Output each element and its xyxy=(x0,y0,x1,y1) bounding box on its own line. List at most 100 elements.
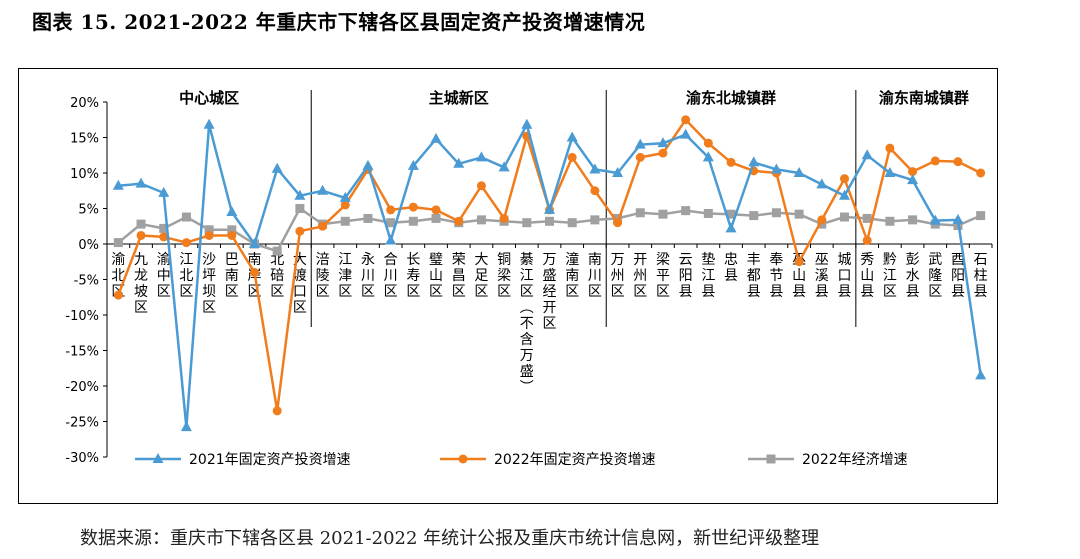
data-point xyxy=(295,226,305,236)
data-point xyxy=(318,221,328,231)
data-point xyxy=(929,214,941,225)
data-point xyxy=(749,211,759,221)
legend-label: 2021年固定资产投资增速 xyxy=(189,452,351,468)
y-tick-label: 20% xyxy=(70,96,99,111)
category-label: 巴南区 xyxy=(225,252,239,300)
data-point xyxy=(271,162,283,173)
data-point xyxy=(431,205,441,215)
category-label: 武隆区 xyxy=(928,252,942,300)
legend: 2021年固定资产投资增速 2022年固定资产投资增速 2022年经济增速 xyxy=(135,452,908,468)
data-point xyxy=(658,148,668,158)
category-label: 潼南区 xyxy=(565,251,579,300)
region-label: 渝东南城镇群 xyxy=(879,89,969,107)
category-label: 綦江区︵不含万盛︶ xyxy=(520,252,534,396)
category-label: 涪陵区 xyxy=(316,252,330,300)
data-point xyxy=(567,152,577,162)
data-point xyxy=(681,115,691,125)
category-label: 城口县 xyxy=(838,252,852,300)
category-label: 云阳县 xyxy=(679,252,693,300)
data-point xyxy=(430,132,442,143)
data-point xyxy=(635,208,645,218)
data-point xyxy=(453,157,465,168)
y-tick-label: 10% xyxy=(70,167,99,182)
data-point xyxy=(794,257,804,267)
data-point xyxy=(657,137,669,148)
data-point xyxy=(567,218,577,228)
data-point xyxy=(227,230,237,240)
y-tick-label: -30% xyxy=(65,451,99,466)
data-point xyxy=(840,212,849,222)
data-point xyxy=(136,230,146,240)
y-tick-label: 15% xyxy=(70,132,99,147)
category-label: 秀山县 xyxy=(860,252,874,300)
data-point xyxy=(250,267,259,277)
category-label: 忠县 xyxy=(724,252,738,284)
data-point xyxy=(249,238,260,248)
data-point xyxy=(634,138,646,149)
series-line xyxy=(117,207,982,253)
data-point xyxy=(976,168,986,178)
data-point xyxy=(317,184,329,195)
data-point xyxy=(458,454,468,464)
category-label: 大足区 xyxy=(474,252,488,300)
data-point xyxy=(703,138,713,148)
chart-frame xyxy=(18,68,998,504)
data-point xyxy=(180,421,192,432)
data-point xyxy=(204,225,214,235)
data-point xyxy=(135,177,147,188)
y-tick-label: 5% xyxy=(78,203,99,218)
category-label: 荣昌区 xyxy=(452,252,466,300)
data-point xyxy=(158,186,170,197)
data-point xyxy=(613,218,623,228)
y-tick-label: -25% xyxy=(65,416,99,431)
data-point xyxy=(454,216,464,226)
category-label: 万州区 xyxy=(611,252,625,300)
data-point xyxy=(545,216,554,226)
category-label: 渝中区 xyxy=(157,252,171,300)
data-point xyxy=(498,161,510,172)
data-point xyxy=(522,218,532,228)
data-point xyxy=(272,246,282,256)
chart: 20% 15% 10% 5% 0% -5% -10% -15% -20% -25% -30% 渝北区… xyxy=(65,89,993,468)
data-point xyxy=(590,186,600,196)
data-point xyxy=(340,200,350,210)
legend-label: 2022年经济增速 xyxy=(802,452,908,468)
data-point xyxy=(227,225,237,235)
data-point xyxy=(975,369,987,380)
data-point xyxy=(861,149,873,160)
data-point xyxy=(725,222,737,233)
data-point xyxy=(589,163,601,174)
category-label: 永川区 xyxy=(361,252,375,300)
category-label: 彭水县 xyxy=(906,252,920,300)
category-label: 奉节县 xyxy=(769,252,783,300)
category-label: 沙坪坝区 xyxy=(202,252,216,316)
category-label: 九龙坡区 xyxy=(134,252,148,316)
legend-label: 2022年固定资产投资增速 xyxy=(494,452,656,468)
data-point xyxy=(408,216,418,226)
data-point xyxy=(726,209,736,219)
data-point xyxy=(976,211,986,221)
data-point xyxy=(386,205,396,215)
data-point xyxy=(408,202,418,212)
data-point xyxy=(294,189,306,200)
category-label: 北碚区 xyxy=(270,252,284,300)
data-point xyxy=(680,128,692,139)
data-point xyxy=(908,215,918,225)
data-point xyxy=(204,230,214,240)
data-point xyxy=(226,206,238,217)
category-label: 江北区 xyxy=(179,252,193,300)
y-tick-label: -10% xyxy=(65,309,99,324)
y-tick-label: -5% xyxy=(74,274,99,289)
data-point xyxy=(658,209,668,219)
data-point xyxy=(794,209,804,219)
category-label: 巫溪县 xyxy=(815,252,829,300)
data-point xyxy=(885,216,895,226)
data-point xyxy=(817,215,827,225)
data-point xyxy=(770,163,782,174)
data-point xyxy=(340,216,350,226)
data-point xyxy=(766,454,776,464)
data-point xyxy=(339,191,351,202)
data-point xyxy=(884,167,896,177)
data-point xyxy=(771,208,781,218)
data-point xyxy=(590,215,600,225)
